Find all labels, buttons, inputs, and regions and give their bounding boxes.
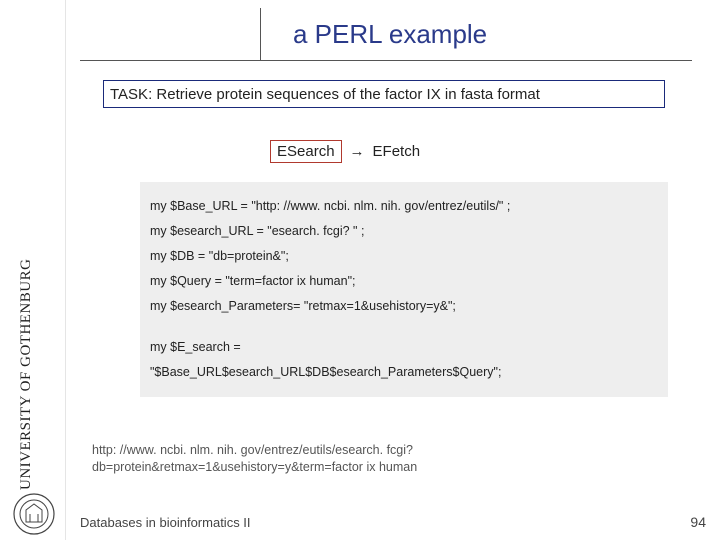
title-area: a PERL example [260, 8, 690, 60]
page-number: 94 [690, 514, 706, 530]
task-text: TASK: Retrieve protein sequences of the … [110, 86, 540, 103]
code-block: my $Base_URL = "http: //www. ncbi. nlm. … [140, 182, 668, 397]
flow-step-esearch: ESearch [270, 140, 342, 163]
code-line: my $esearch_Parameters= "retmax=1&usehis… [150, 294, 658, 319]
result-url: http: //www. ncbi. nlm. nih. gov/entrez/… [92, 442, 417, 476]
code-line: my $Query = "term=factor ix human"; [150, 269, 658, 294]
url-line: db=protein&retmax=1&usehistory=y&term=fa… [92, 459, 417, 476]
code-line: my $DB = "db=protein&"; [150, 244, 658, 269]
code-line: "$Base_URL$esearch_URL$DB$esearch_Parame… [150, 360, 658, 385]
university-name: UNIVERSITY OF GOTHENBURG [18, 259, 35, 490]
sidebar: UNIVERSITY OF GOTHENBURG [0, 0, 68, 540]
title-underline [80, 60, 692, 61]
code-line: my $E_search = [150, 335, 658, 360]
code-line: my $Base_URL = "http: //www. ncbi. nlm. … [150, 194, 658, 219]
sidebar-divider [62, 0, 66, 540]
arrow-right-icon: → [350, 143, 365, 160]
code-line: my $esearch_URL = "esearch. fcgi? " ; [150, 219, 658, 244]
flow-step-efetch: EFetch [373, 143, 421, 160]
slide-title: a PERL example [293, 19, 487, 50]
task-box: TASK: Retrieve protein sequences of the … [103, 80, 665, 108]
footer-text: Databases in bioinformatics II [80, 515, 251, 530]
url-line: http: //www. ncbi. nlm. nih. gov/entrez/… [92, 442, 417, 459]
flow-row: ESearch → EFetch [270, 140, 420, 163]
university-logo-icon [12, 492, 56, 536]
